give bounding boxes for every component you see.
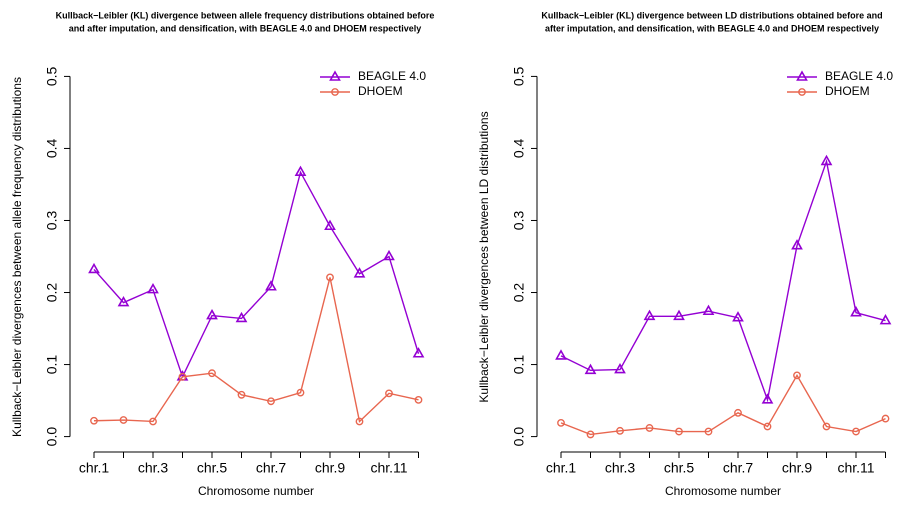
marker — [584, 363, 597, 375]
legend-label: DHOEM — [825, 84, 870, 98]
marker — [119, 416, 128, 424]
marker — [267, 397, 275, 406]
marker — [326, 273, 334, 282]
marker — [88, 262, 100, 274]
y-tick-label: 0.4 — [511, 139, 527, 159]
marker — [265, 280, 277, 291]
chart-title: Kullback−Leibler (KL) divergence between… — [56, 10, 435, 20]
marker — [675, 427, 683, 436]
x-tick-label: chr.5 — [664, 460, 695, 476]
marker — [822, 422, 831, 431]
x-tick-label: chr.5 — [197, 460, 228, 476]
y-tick-label: 0.0 — [44, 427, 60, 447]
y-axis-label: Kullback−Leibler divergences between LD … — [477, 111, 491, 402]
marker — [149, 417, 157, 426]
marker — [798, 88, 806, 96]
marker — [329, 70, 341, 81]
series-line — [93, 277, 419, 423]
marker — [879, 313, 892, 325]
marker — [763, 422, 772, 431]
y-axis-label: Kullback−Leibler divergences between all… — [10, 77, 24, 437]
y-tick-label: 0.2 — [44, 283, 60, 303]
marker — [673, 309, 685, 321]
x-tick-label: chr.1 — [79, 460, 110, 476]
x-tick-label: chr.7 — [256, 460, 287, 476]
marker — [178, 372, 187, 381]
marker — [331, 88, 339, 96]
x-axis-label: Chromosome number — [665, 484, 781, 498]
series-line — [93, 170, 420, 379]
marker — [385, 389, 393, 398]
marker — [761, 393, 774, 404]
marker — [734, 408, 742, 417]
marker — [791, 239, 803, 250]
y-tick-label: 0.2 — [511, 283, 527, 303]
chart-title: and after imputation, and densification,… — [69, 23, 422, 33]
marker — [850, 306, 862, 317]
marker — [414, 395, 423, 404]
marker — [383, 249, 395, 261]
marker — [237, 390, 246, 399]
marker — [208, 369, 216, 378]
y-tick-label: 0.1 — [44, 355, 60, 375]
chart-title: after imputation, and densification, wit… — [545, 23, 879, 33]
marker — [702, 304, 715, 316]
marker — [616, 426, 624, 435]
marker — [117, 295, 130, 307]
x-tick-label: chr.9 — [315, 460, 346, 476]
x-tick-label: chr.1 — [546, 460, 577, 476]
legend-label: DHOEM — [358, 84, 403, 98]
chart-title: Kullback−Leibler (KL) divergence between… — [541, 10, 882, 20]
marker — [820, 154, 833, 166]
marker — [555, 349, 567, 360]
marker — [147, 283, 159, 294]
marker — [296, 388, 305, 397]
y-tick-label: 0.1 — [511, 355, 527, 375]
y-tick-label: 0.0 — [511, 427, 527, 447]
series-line — [560, 158, 886, 403]
marker — [235, 311, 248, 323]
marker — [645, 424, 654, 432]
marker — [881, 414, 890, 423]
marker — [294, 165, 307, 177]
marker — [793, 371, 801, 380]
x-tick-label: chr.9 — [782, 460, 813, 476]
marker — [355, 417, 364, 426]
marker — [412, 347, 425, 358]
marker — [557, 419, 565, 427]
marker — [586, 430, 595, 439]
marker — [852, 427, 860, 436]
marker — [614, 362, 626, 374]
marker — [643, 309, 656, 321]
marker — [206, 308, 218, 320]
y-tick-label: 0.3 — [44, 211, 60, 231]
y-tick-label: 0.5 — [44, 66, 60, 86]
series-line — [560, 373, 886, 436]
x-tick-label: chr.3 — [138, 460, 169, 476]
marker — [353, 267, 366, 278]
x-tick-label: chr.11 — [370, 460, 407, 476]
y-tick-label: 0.5 — [511, 66, 527, 86]
x-tick-label: chr.11 — [837, 460, 874, 476]
marker — [324, 219, 336, 231]
x-axis-label: Chromosome number — [198, 484, 314, 498]
marker — [90, 416, 98, 425]
marker — [796, 70, 808, 81]
x-tick-label: chr.7 — [723, 460, 754, 476]
legend-label: BEAGLE 4.0 — [358, 69, 426, 83]
marker — [704, 427, 713, 436]
y-tick-label: 0.3 — [511, 211, 527, 231]
legend-label: BEAGLE 4.0 — [825, 69, 893, 83]
marker — [732, 311, 744, 322]
x-tick-label: chr.3 — [605, 460, 636, 476]
y-tick-label: 0.4 — [44, 139, 60, 159]
